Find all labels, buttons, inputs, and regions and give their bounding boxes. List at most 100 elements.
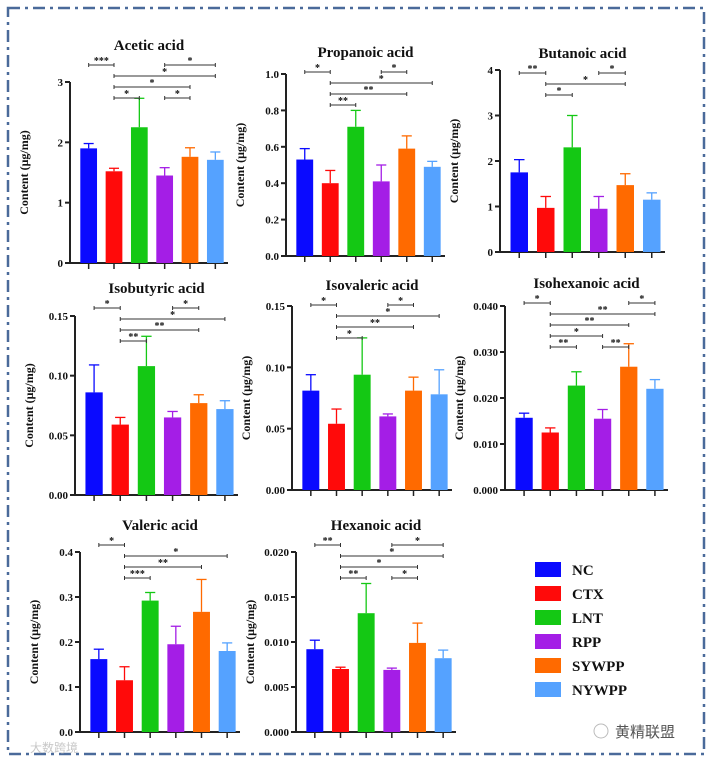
legend-swatch-rpp (535, 634, 561, 649)
chart-title: Hexanoic acid (331, 518, 422, 534)
legend-swatch-nc (535, 562, 561, 577)
bar-nc (90, 659, 108, 732)
bar-sywpp (190, 403, 208, 495)
bar-sywpp (620, 366, 638, 490)
bar-lnt (347, 126, 365, 256)
chart-panel-isobutyric-acid: Isobutyric acid Content (μg/mg) 0.00 0.05 0.… (22, 281, 238, 502)
legend-label: CTX (572, 587, 604, 603)
y-tick-label: 0.010 (264, 637, 289, 649)
significance-label: * (639, 294, 644, 305)
bar-lnt (567, 385, 586, 490)
bar-rpp (383, 669, 401, 732)
y-axis-label: Content (μg/mg) (22, 363, 36, 447)
y-tick-label: 0.2 (265, 215, 279, 227)
y-axis-label: Content (μg/mg) (17, 130, 31, 214)
bar-sywpp (405, 390, 422, 490)
chart-title: Propanoic acid (318, 45, 415, 61)
bar-rpp (372, 181, 390, 256)
significance-label: ** (585, 316, 595, 327)
bar-nywpp (423, 166, 441, 256)
significance-label: * (379, 74, 384, 85)
bar-sywpp (616, 185, 634, 252)
wechat-icon (593, 723, 609, 739)
significance-label: * (162, 67, 167, 78)
legend-swatch-lnt (535, 610, 561, 625)
y-axis-label: Content (μg/mg) (447, 119, 461, 203)
bar-lnt (141, 600, 159, 732)
significance-label: ** (611, 338, 621, 349)
legend-label: LNT (572, 611, 603, 627)
significance-label: * (415, 536, 420, 547)
bar-ctx (332, 669, 349, 732)
chart-panel-valeric-acid: Valeric acid Content (μg/mg) 0.0 0.1 0.2 0.3 0… (27, 518, 240, 739)
significance-label: ** (158, 558, 168, 569)
bar-nc (515, 417, 533, 490)
legend-label: SYWPP (572, 659, 625, 675)
bar-rpp (163, 417, 182, 495)
y-tick-label: 0.030 (473, 347, 498, 359)
significance-label: * (321, 296, 326, 307)
y-tick-label: 1.0 (265, 69, 279, 81)
significance-label: * (389, 547, 394, 558)
y-tick-label: 2 (58, 137, 64, 149)
significance-label: ** (128, 332, 138, 343)
significance-label: *** (130, 569, 145, 580)
bar-sywpp (398, 148, 416, 256)
significance-label: *** (94, 56, 109, 67)
significance-label: * (377, 558, 382, 569)
bar-ctx (328, 423, 345, 490)
y-tick-label: 0.2 (59, 637, 73, 649)
y-tick-label: 0.05 (49, 430, 69, 442)
y-tick-label: 0.3 (59, 592, 73, 604)
y-tick-label: 4 (488, 65, 494, 77)
y-tick-label: 1 (488, 202, 494, 214)
legend-label: NC (572, 563, 594, 579)
bar-nc (306, 649, 324, 732)
y-tick-label: 0.1 (59, 682, 73, 694)
significance-label: * (398, 296, 403, 307)
bar-nywpp (216, 409, 234, 495)
y-tick-label: 0 (58, 258, 64, 270)
significance-label: ** (323, 536, 333, 547)
significance-label: * (150, 78, 155, 89)
y-axis-label: Content (μg/mg) (233, 123, 247, 207)
chart-panel-propanoic-acid: Propanoic acid Content (μg/mg) 0.0 0.2 0.4 0.… (233, 45, 445, 263)
y-tick-label: 0.05 (266, 424, 286, 436)
significance-label: ** (598, 305, 608, 316)
significance-label: * (535, 294, 540, 305)
significance-label: ** (155, 321, 165, 332)
bar-ctx (541, 432, 559, 490)
significance-label: * (610, 64, 615, 75)
bar-ctx (105, 171, 123, 263)
bar-nc (85, 392, 103, 495)
watermark-left: 大数跨境 (30, 740, 78, 755)
y-tick-label: 0.15 (266, 301, 286, 313)
y-tick-label: 0.8 (265, 105, 279, 117)
significance-label: ** (348, 569, 358, 580)
significance-label: ** (364, 85, 374, 96)
legend-label: RPP (572, 635, 601, 651)
significance-label: * (583, 75, 588, 86)
bar-nc (80, 148, 98, 263)
watermark-right: 黄精联盟 (615, 724, 675, 741)
y-tick-label: 0.15 (49, 311, 69, 323)
dash-dot-border (6, 6, 706, 756)
legend-swatch-nywpp (535, 682, 561, 697)
significance-label: * (315, 63, 320, 74)
significance-label: * (173, 547, 178, 558)
bar-nywpp (218, 651, 236, 732)
y-tick-label: 3 (488, 111, 494, 123)
bar-sywpp (181, 156, 199, 263)
y-tick-label: 0.040 (473, 301, 498, 313)
bar-ctx (321, 183, 339, 256)
y-tick-label: 0.10 (49, 371, 69, 383)
significance-label: * (347, 329, 352, 340)
chart-title: Valeric acid (122, 518, 198, 534)
y-tick-label: 0.020 (473, 393, 498, 405)
y-axis-label: Content (μg/mg) (27, 600, 41, 684)
bar-ctx (537, 207, 555, 252)
significance-label: * (105, 299, 110, 310)
chart-panel-isohexanoic-acid: Isohexanoic acid Content (μg/mg) 0.000 0.01… (452, 276, 668, 497)
